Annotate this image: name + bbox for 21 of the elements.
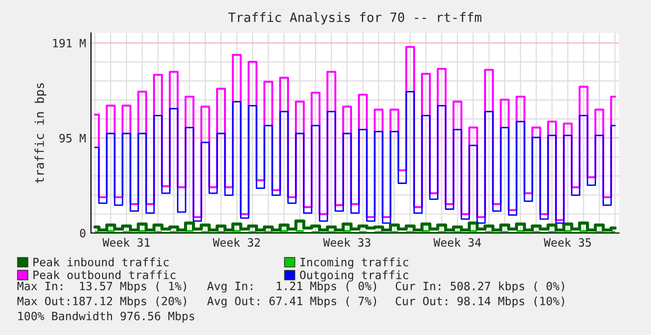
y-tick-label: 95 M bbox=[59, 134, 86, 142]
x-tick-label: Week 35 bbox=[544, 238, 591, 247]
x-tick-label: Week 33 bbox=[323, 238, 370, 247]
x-tick-label: Week 32 bbox=[212, 238, 260, 247]
text: Avg In: 1.21 Mbps ( 0%) bbox=[207, 281, 376, 293]
text: Cur In: 508.27 kbps ( 0%) bbox=[396, 282, 564, 293]
text: 100% Bandwidth 976.56 Mbps bbox=[18, 312, 194, 323]
y-tick-label: 191 M bbox=[53, 38, 86, 48]
y-tick-label: 0 bbox=[80, 228, 86, 238]
x-tick-label: Week 34 bbox=[433, 238, 481, 247]
legend-label: Peak outbound traffic bbox=[33, 270, 176, 280]
text: Avg Out: 67.41 Mbps ( 7%) bbox=[207, 296, 376, 308]
legend-label: Peak inbound traffic bbox=[33, 258, 169, 266]
chart-title: Traffic Analysis for 70 -- rt-ffm bbox=[228, 12, 482, 25]
legend-label: Incoming traffic bbox=[300, 258, 408, 269]
text: Max Out:187.12 Mbps (20%) bbox=[17, 296, 186, 308]
text: Max In: 13.57 Mbps ( 1%) bbox=[17, 282, 186, 293]
text: Cur Out: 98.14 Mbps (10%) bbox=[396, 296, 564, 308]
legend-label: Outgoing traffic bbox=[300, 270, 408, 282]
x-tick-label: Week 31 bbox=[102, 238, 150, 247]
y-axis-title: traffic in bps bbox=[34, 83, 46, 184]
